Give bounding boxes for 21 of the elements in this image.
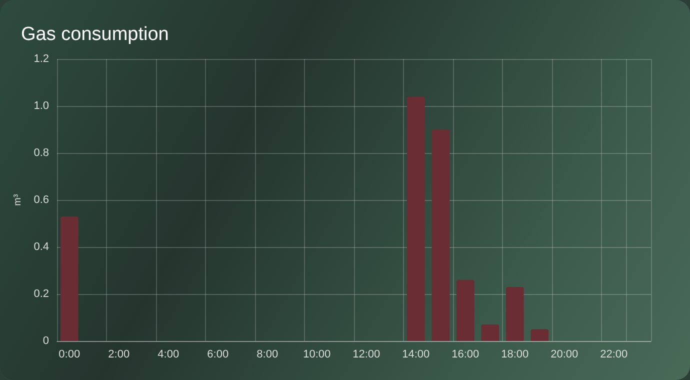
x-tick-label: 20:00 <box>550 348 578 360</box>
x-tick-label: 8:00 <box>256 348 278 360</box>
x-tick-label: 0:00 <box>58 348 80 360</box>
x-tick-label: 2:00 <box>108 348 130 360</box>
x-tick-label: 12:00 <box>352 348 380 360</box>
x-tick-label: 16:00 <box>452 348 480 360</box>
y-tick-label: 0 <box>42 335 49 347</box>
y-axis-title: m³ <box>12 194 24 206</box>
x-tick-label: 18:00 <box>501 348 529 360</box>
y-tick-label: 0.6 <box>34 194 49 206</box>
y-tick-label: 0.8 <box>34 147 49 159</box>
y-tick-label: 0.2 <box>34 288 49 300</box>
x-tick-label: 10:00 <box>303 348 331 360</box>
chart-title: Gas consumption <box>21 24 169 45</box>
y-tick-label: 1.0 <box>34 100 49 112</box>
x-tick-label: 14:00 <box>402 348 430 360</box>
x-tick-label: 6:00 <box>207 348 229 360</box>
x-tick-label: 22:00 <box>600 348 628 360</box>
y-tick-label: 0.4 <box>34 241 49 253</box>
y-tick-label: 1.2 <box>34 53 49 65</box>
x-tick-label: 4:00 <box>158 348 180 360</box>
